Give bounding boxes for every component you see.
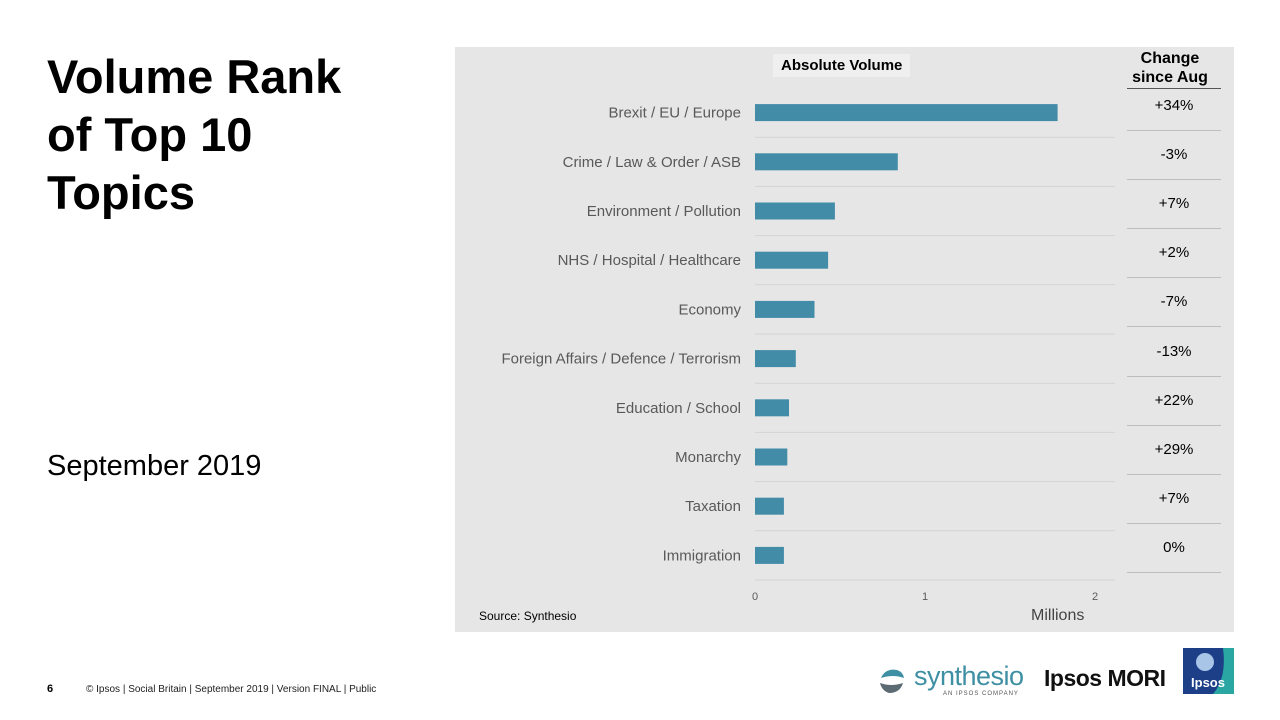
bar (755, 546, 784, 564)
change-value: +22% (1127, 391, 1221, 426)
change-value: +34% (1127, 96, 1221, 131)
page-subtitle: September 2019 (47, 450, 262, 482)
change-value: 0% (1127, 538, 1221, 574)
bar (755, 497, 784, 515)
category-label: Taxation (685, 498, 741, 515)
category-label: NHS / Hospital / Healthcare (558, 252, 741, 269)
synthesio-wordmark: synthesio (914, 661, 1024, 691)
ipsos-logo-text: Ipsos (1191, 675, 1225, 690)
bar (755, 202, 835, 220)
change-value: +7% (1127, 194, 1221, 229)
category-label: Crime / Law & Order / ASB (563, 154, 741, 171)
chart-title: Absolute Volume (773, 54, 911, 77)
category-label: Economy (678, 301, 741, 318)
bar (755, 251, 829, 269)
page-title: Volume Rank of Top 10 Topics (47, 50, 342, 219)
change-value: +2% (1127, 243, 1221, 279)
chart-panel: Brexit / EU / Europe Crime / Law & Order … (455, 47, 1234, 632)
bar (755, 300, 815, 318)
change-value: -7% (1127, 292, 1221, 328)
x-axis-label: Millions (1031, 607, 1085, 624)
bar (755, 448, 788, 466)
x-tick-label: 0 (752, 591, 758, 603)
category-label: Foreign Affairs / Defence / Terrorism (501, 351, 741, 368)
source-note: Source: Synthesio (479, 609, 577, 623)
x-tick-label: 2 (1092, 591, 1098, 603)
ipsos-mori-logo: Ipsos MORI (1044, 665, 1166, 691)
category-label: Monarchy (675, 449, 741, 466)
change-value: -3% (1127, 145, 1221, 180)
synthesio-logo: synthesio AN IPSOS COMPANY (877, 660, 1027, 700)
x-tick-label: 1 (922, 591, 928, 603)
bar (755, 350, 796, 368)
category-label: Environment / Pollution (587, 203, 741, 220)
ipsos-logo: Ipsos (1183, 648, 1234, 694)
change-value: +7% (1127, 489, 1221, 525)
bar (755, 399, 789, 417)
bar (755, 104, 1058, 122)
footer-text: © Ipsos | Social Britain | September 201… (86, 684, 377, 695)
change-value: -13% (1127, 342, 1221, 377)
page-number: 6 (47, 683, 54, 695)
category-label: Brexit / EU / Europe (608, 105, 741, 122)
synthesio-mark-icon (880, 669, 904, 693)
category-label: Education / School (616, 400, 741, 417)
change-header: Change since Aug (1132, 50, 1208, 86)
change-header-rule (1127, 88, 1221, 89)
synthesio-tagline: AN IPSOS COMPANY (943, 691, 1019, 697)
bar (755, 153, 898, 171)
change-value: +29% (1127, 440, 1221, 475)
bar-chart: Brexit / EU / Europe Crime / Law & Order … (501, 104, 1115, 603)
category-label: Immigration (663, 547, 741, 564)
